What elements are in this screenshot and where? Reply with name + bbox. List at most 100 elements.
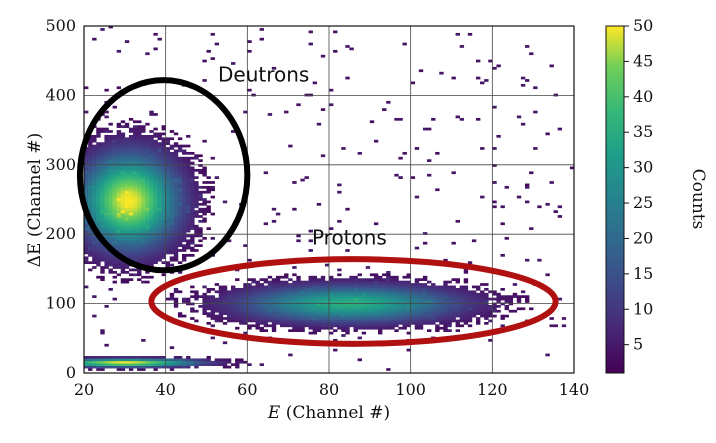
heatmap-cell [153,139,158,143]
heatmap-cell [128,195,134,199]
heatmap-cell [369,312,375,315]
heatmap-cell [84,168,89,172]
heatmap-cell [337,297,342,301]
heatmap-cell [169,188,175,192]
heatmap-cell [357,336,362,340]
heatmap-cell [484,79,489,82]
heatmap-cell [133,236,138,240]
heatmap-cell [451,241,456,245]
heatmap-cell [153,181,158,184]
heatmap-cell [382,300,387,303]
heatmap-cell [92,190,97,194]
heatmap-cell [504,307,509,311]
heatmap-cell [467,324,473,328]
heatmap-cell [476,307,481,311]
heatmap-cell [484,304,489,308]
heatmap-cell [165,193,171,196]
heatmap-cell [398,321,403,325]
heatmap-cell [439,295,444,298]
heatmap-cell [173,166,179,170]
heatmap-cell [100,246,105,250]
heatmap-cell [137,246,142,250]
heatmap-cell [198,193,203,196]
heatmap-cell [251,309,256,313]
heatmap-cell [369,324,375,328]
heatmap-cell [202,190,207,194]
heatmap-cell [128,222,134,226]
heatmap-cell [84,183,89,187]
heatmap-cell [361,319,367,323]
heatmap-cell [153,365,158,369]
heatmap-cell [165,139,171,143]
heatmap-cell [243,331,248,335]
heatmap-cell [190,151,195,155]
heatmap-cell [288,319,293,323]
heatmap-cell [357,290,362,294]
heatmap-cell [369,283,375,286]
heatmap-cell [186,193,191,196]
heatmap-cell [137,222,142,226]
heatmap-cell [239,321,244,325]
heatmap-cell [382,287,387,291]
heatmap-cell [422,241,428,245]
heatmap-cell [333,319,338,323]
heatmap-cell [137,130,142,133]
heatmap-cell [247,292,252,296]
heatmap-cell [198,154,203,158]
heatmap-cell [369,326,375,330]
heatmap-cell [512,309,518,313]
heatmap-cell [271,297,277,301]
heatmap-cell [431,309,436,313]
heatmap-cell [149,202,154,206]
heatmap-cell [492,164,497,167]
heatmap-cell [108,185,113,189]
heatmap-cell [394,300,399,303]
heatmap-cell [275,295,281,298]
heatmap-cell [145,261,150,264]
heatmap-cell [116,151,122,155]
heatmap-cell [128,166,134,170]
heatmap-cell [304,297,309,301]
heatmap-cell [378,290,383,294]
heatmap-cell [137,147,142,150]
heatmap-cell [157,161,162,165]
heatmap-cell [177,171,183,175]
heatmap-cell [443,309,448,313]
heatmap-cell [194,154,199,158]
heatmap-cell [165,166,171,170]
heatmap-cell [480,304,485,308]
heatmap-cell [133,156,138,160]
heatmap-cell [382,108,387,111]
heatmap-cell [378,287,383,291]
heatmap-cell [341,290,346,294]
heatmap-cell [206,360,211,364]
heatmap-cell [235,304,240,308]
heatmap-cell [259,309,264,313]
heatmap-cell [365,321,371,325]
heatmap-cell [173,256,179,260]
heatmap-cell [337,292,342,296]
heatmap-cell [104,202,109,206]
heatmap-cell [108,151,113,155]
heatmap-cell [100,154,105,158]
heatmap-cell [284,295,289,298]
heatmap-cell [210,309,215,313]
heatmap-cell [149,217,154,221]
heatmap-cell [394,314,399,318]
heatmap-cell [177,178,183,182]
heatmap-cell [214,363,220,367]
heatmap-cell [324,297,330,301]
heatmap-cell [84,173,89,177]
heatmap-cell [296,304,301,308]
heatmap-cell [100,156,105,160]
heatmap-cell [177,166,183,170]
heatmap-cell [128,144,134,148]
heatmap-cell [357,307,362,311]
heatmap-cell [308,309,313,313]
heatmap-cell [378,326,383,330]
heatmap-cell [153,149,158,153]
heatmap-cell [165,147,171,150]
heatmap-cell [263,292,269,296]
heatmap-cell [100,222,105,226]
heatmap-cell [133,251,138,255]
